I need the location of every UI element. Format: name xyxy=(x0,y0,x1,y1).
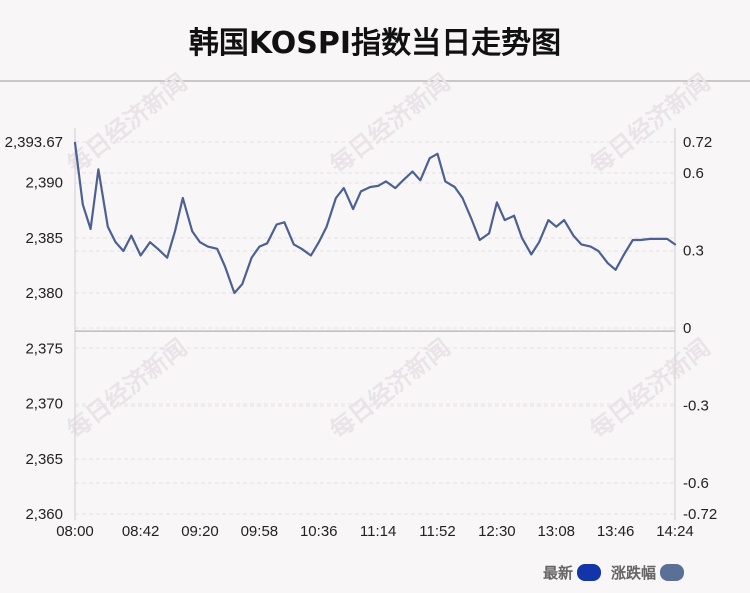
y-tick-label-right: -0.6 xyxy=(683,475,709,492)
header-divider xyxy=(0,80,750,82)
y-tick-label-right: 0.3 xyxy=(683,243,704,260)
watermark-text: 每日经济新闻 xyxy=(325,333,456,444)
legend-item-latest[interactable]: 最新 xyxy=(543,562,601,583)
legend-item-change[interactable]: 涨跌幅 xyxy=(611,562,684,583)
x-tick-label: 14:24 xyxy=(656,523,694,540)
legend-swatch-latest xyxy=(576,564,601,581)
x-tick-label: 11:14 xyxy=(360,523,396,540)
x-tick-label: 08:00 xyxy=(56,523,94,540)
watermark-text: 每日经济新闻 xyxy=(62,333,193,444)
x-tick-label: 09:20 xyxy=(181,523,219,540)
watermark-text: 每日经济新闻 xyxy=(585,333,716,444)
y-tick-label-right: 0.6 xyxy=(683,165,704,182)
chart-title: 韩国KOSPI指数当日走势图 xyxy=(188,26,562,61)
y-tick-label-left: 2,385 xyxy=(25,230,63,247)
series-line-latest xyxy=(73,141,677,295)
x-tick-label: 13:08 xyxy=(537,523,575,540)
x-tick-label: 09:58 xyxy=(241,523,279,540)
y-tick-label-left: 2,390 xyxy=(25,175,63,192)
y-axis-left-labels: 2,393.67 2,390 2,385 2,380 2,375 2,370 2,365 2,… xyxy=(5,134,63,523)
y-tick-label-right: -0.72 xyxy=(683,506,717,523)
legend-label-latest: 最新 xyxy=(542,564,573,582)
y-tick-label-right: 0 xyxy=(683,320,691,337)
series-lines xyxy=(73,141,677,295)
x-tick-label: 08:42 xyxy=(122,523,160,540)
x-tick-label: 12:30 xyxy=(478,523,516,540)
x-axis-labels: 08:00 08:42 09:20 09:58 10:36 11:14 11:52 12:30… xyxy=(56,523,694,540)
y-tick-label-left: 2,393.67 xyxy=(5,134,63,151)
y-axis-right-labels: 0.72 0.6 0.3 0 -0.3 -0.6 -0.72 xyxy=(683,134,717,523)
watermark-text: 每日经济新闻 xyxy=(62,68,193,179)
y-tick-label-left: 2,365 xyxy=(25,451,63,468)
x-tick-label: 10:36 xyxy=(300,523,338,540)
y-tick-label-left: 2,380 xyxy=(25,285,63,302)
watermark-text: 每日经济新闻 xyxy=(585,68,716,179)
legend-swatch-change xyxy=(660,564,684,581)
y-tick-label-right: -0.3 xyxy=(683,398,709,415)
legend-label-change: 涨跌幅 xyxy=(610,564,656,582)
x-tick-label: 11:52 xyxy=(419,523,455,540)
y-tick-label-left: 2,360 xyxy=(25,506,63,523)
watermark-text: 每日经济新闻 xyxy=(325,68,456,179)
y-tick-label-right: 0.72 xyxy=(683,134,712,151)
y-tick-label-left: 2,370 xyxy=(25,396,63,413)
x-tick-label: 13:46 xyxy=(597,523,635,540)
legend: 最新 涨跌幅 xyxy=(543,562,684,583)
y-tick-label-left: 2,375 xyxy=(25,340,63,357)
